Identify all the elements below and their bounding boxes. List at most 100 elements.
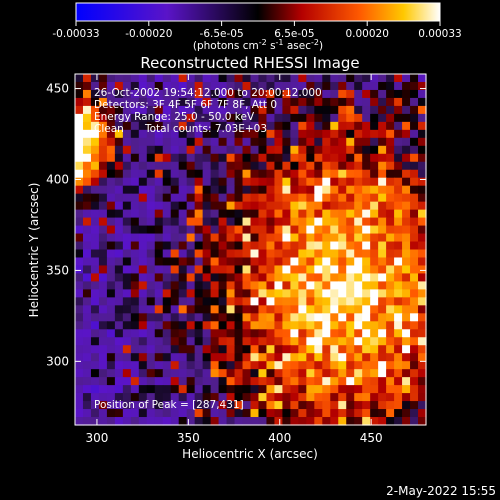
heatmap-cell (370, 241, 379, 251)
heatmap-cell (298, 137, 307, 147)
heatmap-cell (346, 305, 355, 314)
heatmap-cell (170, 321, 180, 330)
heatmap-cell (402, 209, 411, 219)
heatmap-cell (178, 241, 188, 251)
heatmap-cell (386, 105, 395, 115)
heatmap-cell (234, 409, 244, 418)
heatmap-cell (114, 337, 124, 346)
heatmap-cell (210, 281, 220, 290)
heatmap-cell (394, 185, 403, 195)
heatmap-cell (218, 345, 228, 354)
heatmap-cell (298, 345, 307, 354)
heatmap-cell (378, 369, 387, 378)
heatmap-cell (202, 169, 212, 179)
heatmap-cell (330, 241, 339, 251)
heatmap-cell (178, 265, 188, 275)
heatmap-cell (322, 281, 331, 290)
heatmap-cell (226, 281, 236, 290)
heatmap-cell (194, 377, 204, 386)
heatmap-cell (194, 89, 204, 99)
heatmap-cell (418, 241, 427, 251)
heatmap-cell (178, 313, 188, 322)
heatmap-cell (290, 281, 299, 290)
heatmap-cell (82, 201, 92, 211)
heatmap-cell (258, 169, 268, 179)
heatmap-cell (314, 417, 323, 426)
heatmap-cell (258, 313, 268, 322)
heatmap-cell (362, 193, 371, 203)
heatmap-cell (250, 169, 260, 179)
heatmap-cell (386, 401, 395, 410)
heatmap-cell (146, 177, 156, 187)
heatmap-cell (402, 417, 411, 426)
heatmap-cell (282, 145, 291, 155)
heatmap-cell (290, 145, 299, 155)
heatmap-cell (106, 361, 116, 370)
heatmap-cell (186, 129, 196, 139)
heatmap-cell (282, 97, 291, 107)
heatmap-cell (370, 121, 379, 131)
heatmap-cell (234, 89, 244, 99)
heatmap-cell (218, 89, 228, 99)
heatmap-cell (402, 145, 411, 155)
heatmap-cell (298, 321, 307, 330)
heatmap-cell (226, 121, 236, 131)
heatmap-cell (266, 113, 276, 123)
heatmap-cell (322, 201, 331, 211)
heatmap-cell (106, 161, 116, 171)
heatmap-cell (282, 305, 291, 314)
heatmap-cell (306, 281, 315, 290)
heatmap-cell (226, 74, 236, 83)
annotation-time-range: 26-Oct-2002 19:54:12.000 to 20:00:12.000 (94, 87, 322, 99)
heatmap-cell (402, 177, 411, 187)
heatmap-cell (274, 313, 284, 322)
heatmap-cell (122, 209, 132, 219)
heatmap-cell (82, 185, 92, 195)
heatmap-cell (162, 145, 172, 155)
heatmap-cell (322, 289, 331, 298)
heatmap-cell (314, 289, 323, 298)
heatmap-cell (226, 169, 236, 179)
heatmap-cell (194, 417, 204, 426)
heatmap-cell (122, 337, 132, 346)
heatmap-cell (242, 225, 252, 235)
annotation-detectors: Detectors: 3F 4F 5F 6F 7F 8F, Att 0 (94, 99, 277, 111)
heatmap-cell (122, 193, 132, 203)
heatmap-cell (346, 337, 355, 346)
heatmap-cell (274, 74, 284, 83)
heatmap-cell (266, 137, 276, 147)
heatmap-cell (218, 209, 228, 219)
heatmap-cell (250, 74, 260, 83)
heatmap-cell (226, 417, 236, 426)
heatmap-cell (346, 225, 355, 235)
heatmap-cell (370, 137, 379, 147)
heatmap-cell (186, 249, 196, 259)
heatmap-cell (354, 321, 363, 330)
heatmap-cell (234, 321, 244, 330)
heatmap-cell (290, 241, 299, 251)
heatmap-cell (154, 145, 164, 155)
heatmap-cell (418, 329, 427, 338)
heatmap-cell (242, 145, 252, 155)
heatmap-cell (418, 377, 427, 386)
heatmap-cell (362, 385, 371, 394)
heatmap-cell (338, 313, 347, 322)
heatmap-cell (346, 265, 355, 275)
heatmap-cell (98, 137, 108, 147)
heatmap-cell (250, 161, 260, 171)
heatmap-cell (218, 137, 228, 147)
heatmap-cell (322, 273, 331, 283)
heatmap-cell (290, 74, 299, 83)
heatmap-cell (250, 193, 260, 203)
heatmap-cell (282, 137, 291, 147)
heatmap-cell (98, 145, 108, 155)
heatmap-cell (266, 401, 276, 410)
heatmap-cell (402, 169, 411, 179)
heatmap-cell (298, 265, 307, 275)
heatmap-cell (354, 74, 363, 83)
heatmap-cell (242, 345, 252, 354)
heatmap-cell (354, 273, 363, 283)
heatmap-cell (354, 137, 363, 147)
heatmap-cell (306, 105, 315, 115)
heatmap-cell (114, 233, 124, 243)
